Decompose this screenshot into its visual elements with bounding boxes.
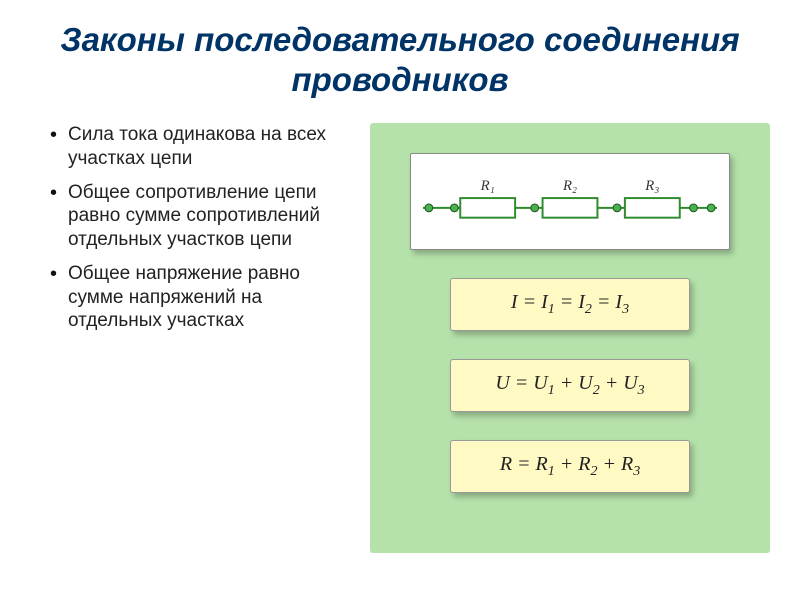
formula-text: I = I1 = I2 = I3 [511,291,629,313]
formula-text: U = U1 + U2 + U3 [495,372,644,394]
bullet-item: Сила тока одинакова на всех участках цеп… [50,123,360,171]
resistor-label: R₁ [480,178,495,194]
right-panel: R₁ R₂ R₃ I = I1 [370,123,770,553]
resistor-label: R₂ [562,178,577,194]
content-row: Сила тока одинакова на всех участках цеп… [30,123,770,553]
formula-voltage: U = U1 + U2 + U3 [450,359,690,412]
formula-resistance: R = R1 + R2 + R3 [450,440,690,493]
bullet-item: Общее напряжение равно сумме напряжений … [50,262,360,333]
bullet-list: Сила тока одинакова на всех участках цеп… [30,123,360,553]
bullet-item: Общее сопротивление цепи равно сумме соп… [50,181,360,252]
formula-current: I = I1 = I2 = I3 [450,278,690,331]
resistor-label: R₃ [644,178,659,194]
slide-title: Законы последовательного соединения пров… [30,20,770,99]
slide: Законы последовательного соединения пров… [0,0,800,600]
circuit-diagram: R₁ R₂ R₃ [410,153,730,250]
circuit-svg: R₁ R₂ R₃ [423,172,717,232]
formula-text: R = R1 + R2 + R3 [500,453,640,475]
